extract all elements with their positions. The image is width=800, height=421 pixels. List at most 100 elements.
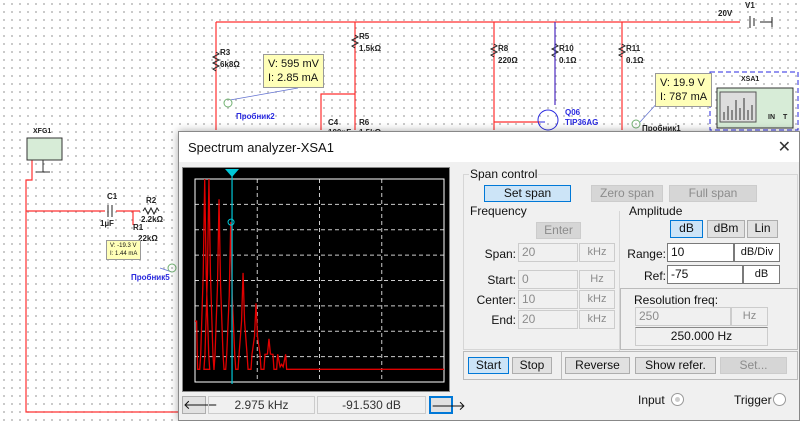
- resolution-display: 250.000 Hz: [635, 327, 768, 346]
- v1-label: V1: [745, 1, 755, 10]
- center-unit: kHz: [579, 290, 615, 309]
- r10-label: R10: [559, 44, 574, 53]
- r6-label: R6: [359, 118, 370, 127]
- end-unit: kHz: [579, 310, 615, 329]
- reverse-button[interactable]: Reverse: [565, 357, 630, 374]
- probe5-voltage: V: -19.3 V: [110, 243, 137, 249]
- set-span-button[interactable]: Set span: [484, 185, 571, 202]
- r2-value: 2.2kΩ: [141, 215, 163, 224]
- r3-value: 6k8Ω: [220, 60, 240, 69]
- probe5-tooltip: V: -19.3 V I: 1.44 mA: [106, 240, 142, 260]
- span-label: Span:: [484, 247, 516, 261]
- span-input[interactable]: 20: [518, 243, 578, 262]
- probe2-label: Пробник2: [236, 112, 275, 121]
- xsa1-label: XSA1: [741, 76, 760, 83]
- trigger-radio[interactable]: [773, 393, 786, 406]
- arrow-right-icon: 🡒: [431, 398, 466, 413]
- cursor-level-readout: -91.530 dB: [317, 396, 426, 414]
- end-input[interactable]: 20: [518, 310, 578, 329]
- set-button[interactable]: Set...: [720, 357, 787, 374]
- start-unit: Hz: [579, 270, 615, 289]
- probe2-tooltip: V: 595 mV I: 2.85 mA: [263, 54, 324, 88]
- end-label: End:: [491, 313, 516, 327]
- resolution-unit: Hz: [731, 307, 768, 326]
- span-control-title: Span control: [469, 167, 539, 181]
- ref-label: Ref:: [643, 269, 666, 283]
- center-label: Center:: [476, 293, 516, 307]
- input-label: Input: [638, 393, 665, 407]
- frequency-title: Frequency: [469, 204, 528, 218]
- q06-label: Q06: [565, 108, 581, 117]
- probe1-label: Пробник1: [642, 124, 681, 133]
- r2-label: R2: [146, 196, 157, 205]
- range-label: Range:: [627, 247, 666, 261]
- resolution-input[interactable]: 250: [635, 307, 731, 326]
- c4-label: C4: [328, 118, 339, 127]
- cursor-right-button[interactable]: 🡒: [429, 396, 466, 414]
- close-icon[interactable]: ✕: [777, 139, 791, 156]
- lin-button[interactable]: Lin: [747, 220, 778, 238]
- full-span-button[interactable]: Full span: [669, 185, 757, 202]
- divider: [561, 351, 562, 380]
- center-input[interactable]: 10: [518, 290, 578, 309]
- start-button[interactable]: Start: [468, 357, 509, 374]
- enter-button[interactable]: Enter: [536, 222, 581, 239]
- range-unit: dB/Div: [734, 243, 780, 262]
- r10-value: 0.1Ω: [559, 56, 577, 65]
- zero-span-button[interactable]: Zero span: [591, 185, 663, 202]
- span-unit: kHz: [579, 243, 615, 262]
- input-radio[interactable]: [671, 393, 684, 406]
- cursor-marker: [227, 218, 235, 226]
- probe2-voltage: V: 595 mV: [268, 58, 319, 70]
- v1-value: 20V: [718, 9, 733, 18]
- amplitude-title: Amplitude: [628, 204, 684, 218]
- plot-border: [194, 178, 445, 383]
- r8-value: 220Ω: [498, 56, 518, 65]
- stop-button[interactable]: Stop: [512, 357, 552, 374]
- c1-label: C1: [107, 192, 118, 201]
- probe1-voltage: V: 19.9 V: [660, 77, 705, 89]
- window-title: Spectrum analyzer-XSA1: [188, 140, 334, 155]
- r8-label: R8: [498, 44, 509, 53]
- probe1-tooltip: V: 19.9 V I: 787 mA: [655, 73, 713, 107]
- r11-value: 0.1Ω: [626, 56, 644, 65]
- probe1-current: I: 787 mA: [660, 91, 708, 103]
- spectrum-display[interactable]: [182, 167, 450, 392]
- resolution-group: [620, 288, 798, 350]
- r5-value: 1.5kΩ: [359, 44, 381, 53]
- r3-label: R3: [220, 48, 231, 57]
- start-label: Start:: [487, 273, 516, 287]
- probe5-current: I: 1.44 mA: [110, 251, 138, 257]
- probe2-current: I: 2.85 mA: [268, 72, 319, 84]
- db-button[interactable]: dB: [670, 220, 703, 238]
- spectrum-plot: [194, 169, 445, 384]
- spectrum-trace: [195, 178, 444, 370]
- cursor-handle-icon: [225, 169, 240, 177]
- ref-unit: dB: [743, 265, 780, 284]
- range-input[interactable]: 10: [667, 243, 734, 262]
- xsa1-in-label: IN: [768, 114, 775, 121]
- divider: [619, 211, 620, 351]
- dbm-button[interactable]: dBm: [707, 220, 745, 238]
- arrow-left-icon: 🡐: [183, 397, 218, 412]
- xfg1-label: XFG1: [33, 128, 52, 135]
- cursor-frequency-readout: 2.975 kHz: [208, 396, 315, 414]
- c1-value: 1µF: [100, 219, 114, 228]
- r1-label: R1: [133, 223, 144, 232]
- r1-value: 22kΩ: [138, 234, 158, 243]
- resolution-title: Resolution freq:: [634, 293, 719, 307]
- r5-label: R5: [359, 32, 370, 41]
- probe5-label: Пробник5: [131, 273, 170, 282]
- show-refer-button[interactable]: Show refer.: [635, 357, 716, 374]
- title-bar[interactable]: Spectrum analyzer-XSA1 ✕: [179, 132, 799, 162]
- cursor-left-button[interactable]: 🡐: [182, 396, 218, 414]
- controls-group: [463, 351, 798, 380]
- ref-input[interactable]: -75: [667, 265, 743, 284]
- spectrum-analyzer-window: Spectrum analyzer-XSA1 ✕ 🡐 2.975 kHz -91…: [178, 131, 800, 421]
- r11-label: R11: [626, 44, 641, 53]
- start-input[interactable]: 0: [518, 270, 578, 289]
- xsa1-t-label: T: [783, 114, 788, 121]
- q06-value: TIP36AG: [565, 118, 599, 127]
- trigger-label: Trigger: [734, 393, 772, 407]
